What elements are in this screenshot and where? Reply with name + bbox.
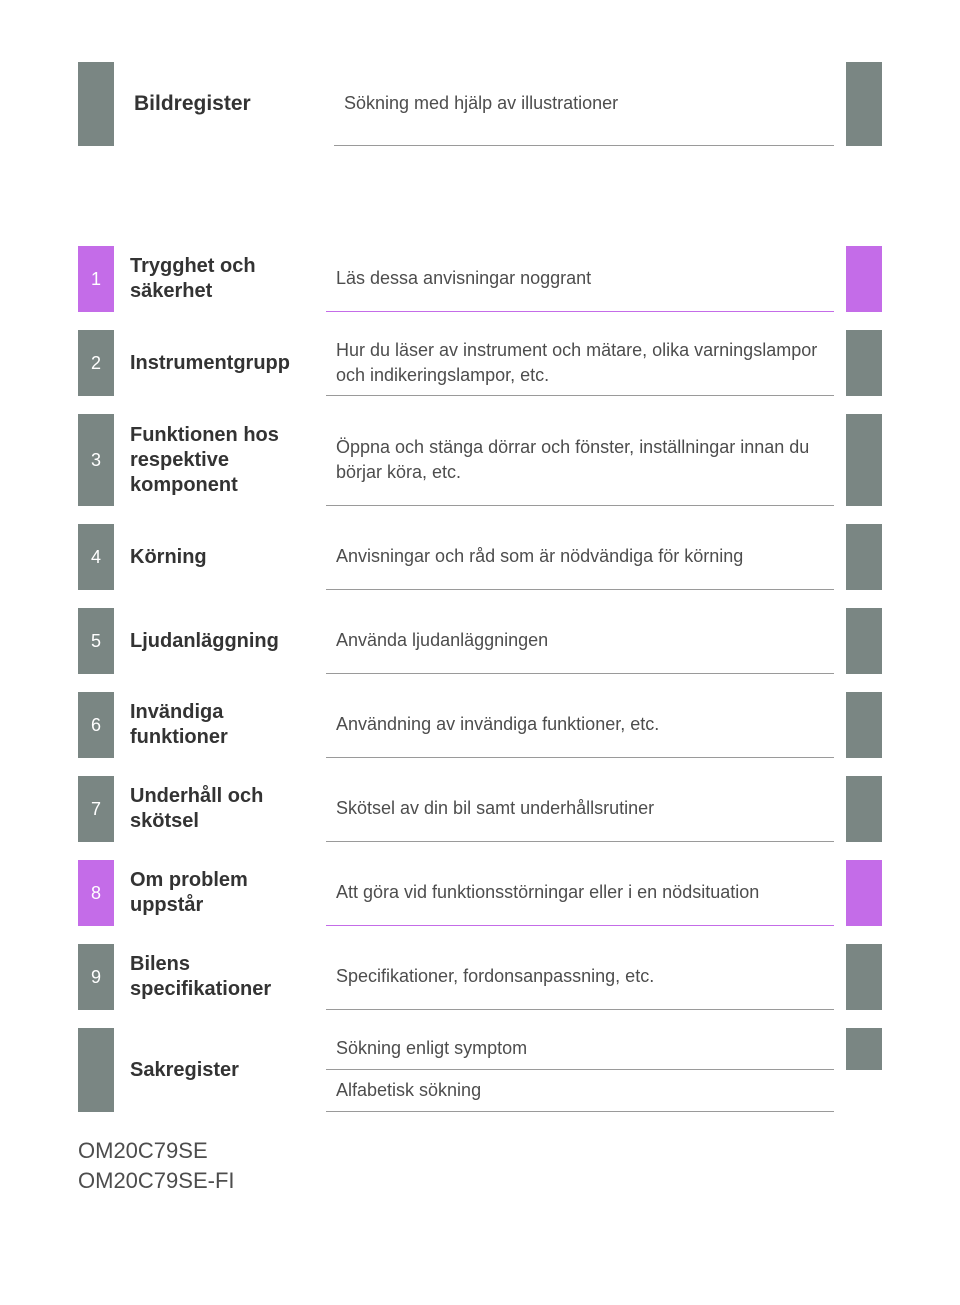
chapter-title: Körning: [114, 524, 314, 590]
chapter-number-tab: 7: [78, 776, 114, 842]
spacer: [314, 414, 326, 506]
header-row: Bildregister Sökning med hjälp av illust…: [78, 62, 882, 146]
chapter-title: Trygghet och säkerhet: [114, 246, 314, 312]
chapter-title: Funktionen hos respektive komponent: [114, 414, 314, 506]
index-right-tab: [846, 1028, 882, 1070]
chapter-row: 5 Ljudanläggning Använda ljudanläggninge…: [78, 608, 882, 674]
document-id: OM20C79SE-FI: [78, 1166, 882, 1196]
index-description-line: Sökning enligt symptom: [326, 1028, 834, 1070]
chapter-row: 8 Om problem uppstår Att göra vid funkti…: [78, 860, 882, 926]
spacer: [314, 246, 326, 312]
document-ids: OM20C79SE OM20C79SE-FI: [78, 1136, 882, 1195]
chapter-title: Om problem uppstår: [114, 860, 314, 926]
chapter-number-tab: 8: [78, 860, 114, 926]
chapter-right-tab: [846, 860, 882, 926]
header-right-tab: [846, 62, 882, 146]
spacer: [314, 1028, 326, 1112]
chapter-description: Anvisningar och råd som är nödvändiga fö…: [326, 524, 834, 590]
chapter-title: Invändiga funktioner: [114, 692, 314, 758]
index-description-column: Sökning enligt symptom Alfabetisk söknin…: [326, 1028, 834, 1112]
chapter-title: Ljudanläggning: [114, 608, 314, 674]
chapter-row: 7 Underhåll och skötsel Skötsel av din b…: [78, 776, 882, 842]
chapter-description: Skötsel av din bil samt underhållsrutine…: [326, 776, 834, 842]
spacer: [314, 608, 326, 674]
chapter-description: Använda ljudanläggningen: [326, 608, 834, 674]
chapter-number-tab: 6: [78, 692, 114, 758]
spacer: [314, 860, 326, 926]
spacer: [314, 944, 326, 1010]
chapter-right-tab: [846, 608, 882, 674]
chapter-row: 1 Trygghet och säkerhet Läs dessa anvisn…: [78, 246, 882, 312]
chapter-row: 2 Instrumentgrupp Hur du läser av instru…: [78, 330, 882, 396]
chapter-row: 4 Körning Anvisningar och råd som är nöd…: [78, 524, 882, 590]
index-title: Sakregister: [114, 1028, 314, 1112]
chapter-right-tab: [846, 776, 882, 842]
chapter-title: Bilens specifikationer: [114, 944, 314, 1010]
page: Bildregister Sökning med hjälp av illust…: [0, 0, 960, 1305]
chapter-number-tab: 3: [78, 414, 114, 506]
chapter-number-tab: 2: [78, 330, 114, 396]
chapter-description: Att göra vid funktionsstörningar eller i…: [326, 860, 834, 926]
chapter-right-tab: [846, 524, 882, 590]
chapter-description: Hur du läser av instrument och mätare, o…: [326, 330, 834, 396]
header-left-tab: [78, 62, 114, 146]
chapter-description: Användning av invändiga funktioner, etc.: [326, 692, 834, 758]
spacer: [314, 692, 326, 758]
chapter-right-tab: [846, 414, 882, 506]
header-title: Bildregister: [114, 62, 314, 146]
chapter-row: 6 Invändiga funktioner Användning av inv…: [78, 692, 882, 758]
header-description: Sökning med hjälp av illustrationer: [334, 62, 834, 146]
index-description-line: Alfabetisk sökning: [326, 1070, 834, 1112]
chapter-right-tab: [846, 692, 882, 758]
chapter-row: 9 Bilens specifikationer Specifikationer…: [78, 944, 882, 1010]
chapter-number-tab: 5: [78, 608, 114, 674]
spacer: [314, 62, 334, 146]
chapter-right-tab: [846, 330, 882, 396]
chapter-right-tab: [846, 944, 882, 1010]
chapter-description: Öppna och stänga dörrar och fönster, ins…: [326, 414, 834, 506]
chapter-number-tab: 1: [78, 246, 114, 312]
chapter-right-tab: [846, 246, 882, 312]
index-left-tab: [78, 1028, 114, 1112]
document-id: OM20C79SE: [78, 1136, 882, 1166]
chapter-number-tab: 9: [78, 944, 114, 1010]
index-row: Sakregister Sökning enligt symptom Alfab…: [78, 1028, 882, 1112]
spacer: [314, 776, 326, 842]
spacer: [314, 524, 326, 590]
chapter-description: Läs dessa anvisningar noggrant: [326, 246, 834, 312]
chapter-title: Underhåll och skötsel: [114, 776, 314, 842]
chapter-title: Instrumentgrupp: [114, 330, 314, 396]
chapter-list: 1 Trygghet och säkerhet Läs dessa anvisn…: [78, 246, 882, 1112]
spacer: [314, 330, 326, 396]
chapter-row: 3 Funktionen hos respektive komponent Öp…: [78, 414, 882, 506]
chapter-description: Specifikationer, fordonsanpassning, etc.: [326, 944, 834, 1010]
chapter-number-tab: 4: [78, 524, 114, 590]
